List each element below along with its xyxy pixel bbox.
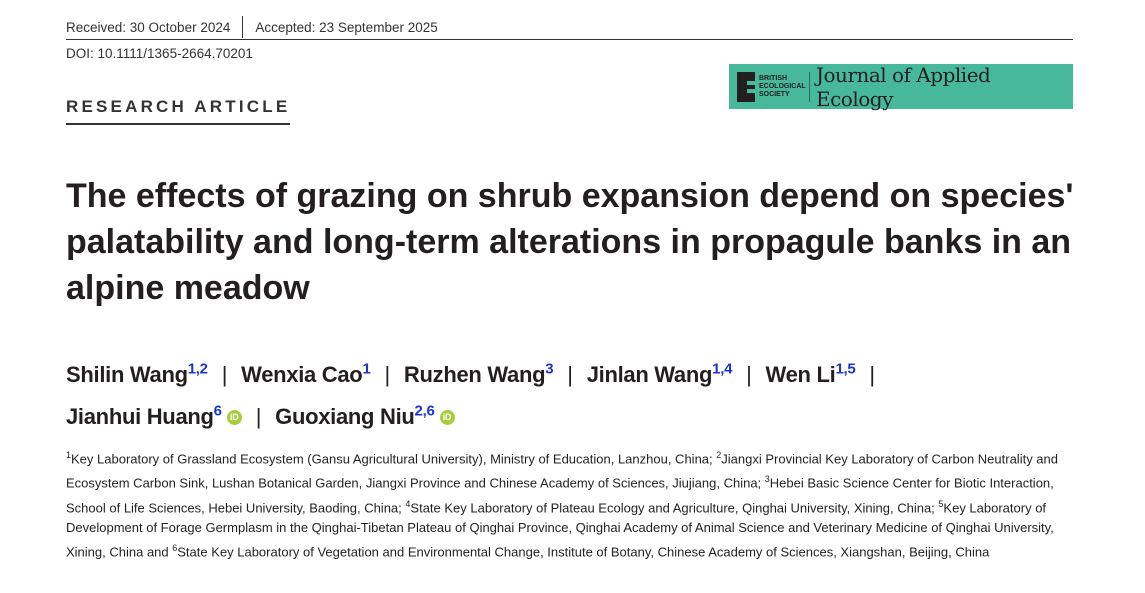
author-list: Shilin Wang1,2 | Wenxia Cao1 | Ruzhen Wang3 |… bbox=[66, 352, 1066, 435]
author[interactable]: Jianhui Huang6 iD bbox=[66, 402, 242, 429]
affiliation-text: Hebei Basic Science Center for Biotic In… bbox=[66, 475, 1054, 515]
affiliation-link[interactable]: 3 bbox=[545, 361, 554, 378]
received-date: Received: 30 October 2024 bbox=[66, 19, 231, 35]
journal-name: Journal of Applied Ecology bbox=[816, 62, 991, 111]
affiliation-text: State Key Laboratory of Vegetation and E… bbox=[177, 544, 990, 560]
author-name: Jianhui Huang bbox=[66, 403, 214, 429]
bes-logo-icon bbox=[737, 71, 755, 102]
author-separator: | bbox=[567, 362, 573, 388]
author[interactable]: Jinlan Wang1,4 bbox=[586, 361, 733, 388]
author-separator: | bbox=[221, 362, 228, 388]
author-name: Ruzhen Wang bbox=[403, 362, 546, 388]
author-name: Shilin Wang bbox=[66, 362, 188, 388]
author-separator: | bbox=[746, 362, 752, 388]
author[interactable]: Guoxiang Niu2,6 iD bbox=[275, 402, 455, 429]
author[interactable]: Wen Li1,5 bbox=[765, 361, 856, 388]
orcid-icon[interactable]: iD bbox=[439, 410, 455, 426]
affiliation-number: 5 bbox=[938, 498, 944, 509]
divider bbox=[242, 16, 244, 38]
author[interactable]: Wenxia Cao1 bbox=[241, 361, 371, 388]
affiliation-text: Key Laboratory of Grassland Ecosystem (G… bbox=[71, 451, 717, 467]
journal-logo[interactable]: BRITISH ECOLOGICAL SOCIETY Journal of Ap… bbox=[729, 62, 1073, 111]
affiliation-link[interactable]: 2,6 bbox=[414, 402, 435, 420]
author[interactable]: Ruzhen Wang3 bbox=[403, 361, 554, 388]
affiliation-link[interactable]: 1 bbox=[362, 361, 371, 378]
society-name: BRITISH ECOLOGICAL SOCIETY bbox=[759, 74, 806, 98]
affiliation-number: 6 bbox=[172, 542, 178, 553]
author[interactable]: Shilin Wang1,2 bbox=[66, 361, 208, 388]
affiliation-link[interactable]: 1,5 bbox=[835, 361, 856, 378]
author-separator: | bbox=[869, 362, 875, 388]
affiliation-number: 1 bbox=[66, 450, 72, 460]
logo-divider bbox=[809, 71, 810, 102]
author-separator: | bbox=[384, 362, 391, 388]
article-type: RESEARCH ARTICLE bbox=[66, 97, 291, 125]
author-name: Jinlan Wang bbox=[586, 362, 713, 388]
affiliation-number: 4 bbox=[405, 498, 411, 509]
affiliation-number: 2 bbox=[716, 450, 722, 460]
affiliation-text: Key Laboratory of Development of Forage … bbox=[66, 499, 1054, 560]
article-title: The effects of grazing on shrub expansio… bbox=[66, 177, 1074, 307]
affiliation-text: Jiangxi Provincial Key Laboratory of Car… bbox=[66, 451, 1058, 491]
author-name: Guoxiang Niu bbox=[275, 403, 415, 429]
affiliation-link[interactable]: 1,2 bbox=[187, 361, 208, 378]
affiliation-text: State Key Laboratory of Plateau Ecology … bbox=[410, 499, 939, 515]
author-name: Wenxia Cao bbox=[241, 362, 363, 388]
affiliations: 1Key Laboratory of Grassland Ecosystem (… bbox=[66, 445, 1066, 562]
header-rule bbox=[66, 39, 1073, 40]
author-separator: | bbox=[255, 403, 262, 429]
affiliation-number: 3 bbox=[764, 474, 770, 485]
author-name: Wen Li bbox=[765, 362, 836, 388]
doi-link[interactable]: DOI: 10.1111/1365-2664.70201 bbox=[66, 46, 253, 61]
accepted-date: Accepted: 23 September 2025 bbox=[255, 19, 438, 35]
orcid-icon[interactable]: iD bbox=[226, 410, 242, 426]
article-dates: Received: 30 October 2024 Accepted: 23 S… bbox=[66, 16, 438, 38]
affiliation-link[interactable]: 1,4 bbox=[712, 361, 733, 378]
affiliation-link[interactable]: 6 bbox=[213, 402, 222, 420]
